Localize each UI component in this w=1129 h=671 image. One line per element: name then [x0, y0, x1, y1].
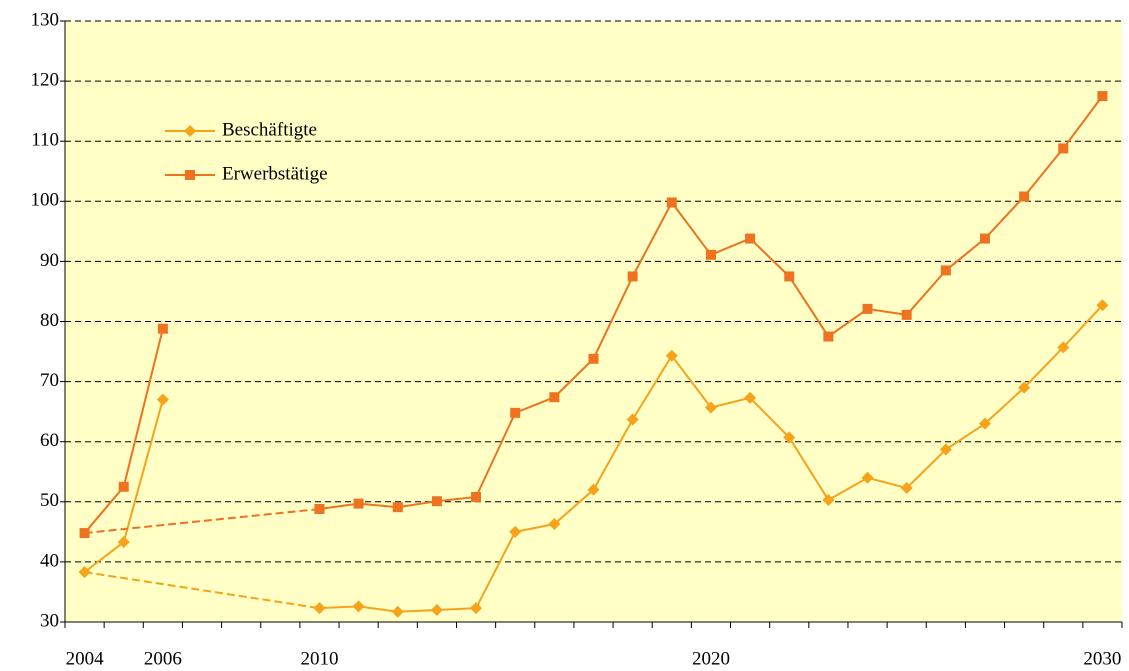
legend-marker: [185, 170, 195, 180]
legend-label: Beschäftigte: [222, 119, 317, 140]
point: [314, 504, 325, 515]
point: [548, 518, 561, 531]
point: [510, 407, 521, 418]
point: [157, 323, 168, 334]
point: [823, 331, 834, 342]
y-tick-label: 100: [31, 190, 60, 211]
point: [1097, 91, 1108, 102]
point: [978, 417, 991, 430]
point: [862, 303, 873, 314]
point: [666, 197, 677, 208]
legend-marker: [184, 125, 196, 137]
point: [900, 481, 913, 494]
point: [78, 566, 91, 579]
point: [391, 605, 404, 618]
y-tick-label: 70: [40, 370, 59, 391]
point: [901, 309, 912, 320]
point: [353, 498, 364, 509]
point: [587, 483, 600, 496]
y-tick-label: 80: [40, 310, 59, 331]
y-tick-label: 30: [40, 610, 59, 631]
point: [1057, 341, 1070, 354]
point: [588, 353, 599, 364]
y-tick-label: 60: [40, 430, 59, 451]
point: [665, 349, 678, 362]
point: [704, 401, 717, 414]
point: [939, 443, 952, 456]
x-tick-label: 2030: [1083, 648, 1121, 669]
x-tick-label: 2006: [144, 648, 182, 669]
point: [783, 431, 796, 444]
point: [745, 233, 756, 244]
point: [79, 528, 90, 539]
point: [861, 471, 874, 484]
point: [118, 481, 129, 492]
y-tick-label: 130: [31, 9, 60, 30]
point: [549, 392, 560, 403]
point: [979, 233, 990, 244]
x-tick-label: 2010: [300, 648, 338, 669]
y-tick-label: 50: [40, 490, 59, 511]
x-tick-label: 2004: [66, 648, 105, 669]
point: [627, 271, 638, 282]
point: [117, 536, 130, 549]
point: [1096, 299, 1109, 312]
legend-label: Erwerbstätige: [222, 163, 328, 184]
point: [392, 502, 403, 513]
x-tick-label: 2020: [692, 648, 730, 669]
y-tick-label: 110: [31, 130, 59, 151]
point: [430, 603, 443, 616]
point: [1019, 191, 1030, 202]
y-tick-label: 120: [31, 69, 60, 90]
y-tick-label: 40: [40, 550, 59, 571]
point: [509, 525, 522, 538]
point: [940, 265, 951, 276]
point: [705, 249, 716, 260]
point: [470, 602, 483, 615]
point: [744, 391, 757, 404]
point: [156, 393, 169, 406]
gap-bridge: [84, 571, 320, 610]
point: [1018, 381, 1031, 394]
plot-area: [65, 21, 1122, 622]
point: [822, 493, 835, 506]
point: [784, 271, 795, 282]
y-tick-label: 90: [40, 250, 59, 271]
point: [626, 413, 639, 426]
gap-bridge: [84, 508, 320, 535]
point: [1058, 143, 1069, 154]
point: [352, 600, 365, 613]
point: [471, 491, 482, 502]
point: [313, 602, 326, 615]
point: [431, 496, 442, 507]
